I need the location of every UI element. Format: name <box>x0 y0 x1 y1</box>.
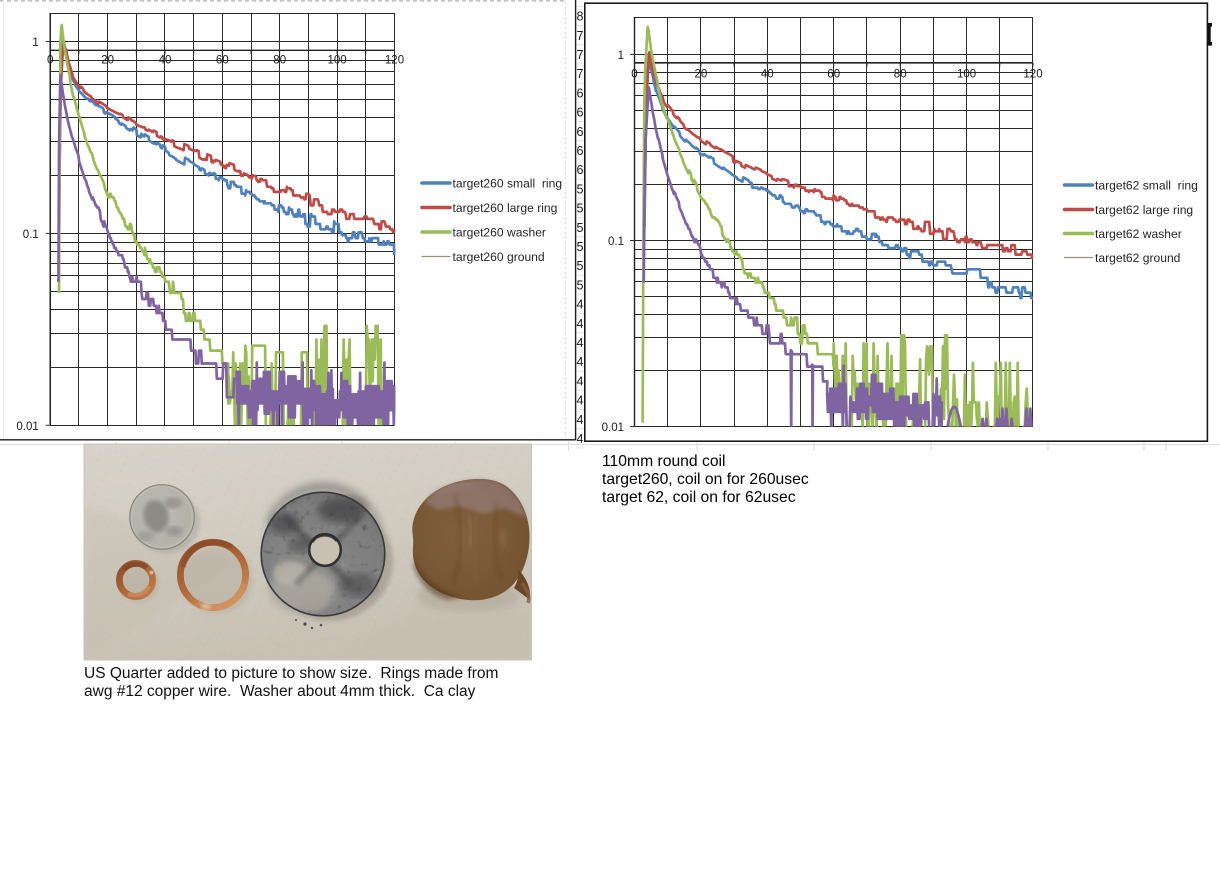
svg-text:target62 small ring: target62 small ring <box>1095 179 1198 193</box>
svg-text:7: 7 <box>577 29 584 43</box>
svg-text:target260 small ring: target260 small ring <box>453 177 563 191</box>
svg-text:5: 5 <box>577 278 584 292</box>
svg-text:4: 4 <box>577 336 584 350</box>
svg-text:0.1: 0.1 <box>23 229 39 241</box>
svg-text:120: 120 <box>1023 68 1042 80</box>
svg-text:0.01: 0.01 <box>16 421 38 433</box>
svg-text:8: 8 <box>577 10 584 24</box>
svg-text:60: 60 <box>216 55 229 67</box>
svg-text:5: 5 <box>577 202 584 216</box>
svg-text:target260 ground: target260 ground <box>453 250 545 264</box>
svg-text:6: 6 <box>577 144 584 158</box>
svg-text:US Quarter added to picture to: US Quarter added to picture to show size… <box>84 665 498 682</box>
svg-text:20: 20 <box>101 55 114 67</box>
svg-text:awg #12 copper wire. Washer a: awg #12 copper wire. Washer about 4mm th… <box>84 683 476 700</box>
svg-text:4: 4 <box>577 374 584 388</box>
svg-text:5: 5 <box>577 221 584 235</box>
svg-text:6: 6 <box>577 106 584 120</box>
svg-text:7: 7 <box>577 67 584 81</box>
svg-text:0: 0 <box>631 68 637 80</box>
svg-text:60: 60 <box>827 68 840 80</box>
svg-text:target260 washer: target260 washer <box>453 226 546 240</box>
svg-text:6: 6 <box>577 125 584 139</box>
svg-text:0.1: 0.1 <box>608 236 624 248</box>
svg-text:target260 large ring: target260 large ring <box>453 201 558 215</box>
svg-text:4: 4 <box>577 317 584 331</box>
svg-text:1: 1 <box>618 50 624 62</box>
svg-text:target62 large ring: target62 large ring <box>1095 203 1193 217</box>
svg-text:80: 80 <box>894 68 907 80</box>
svg-text:100: 100 <box>957 68 976 80</box>
svg-text:100: 100 <box>328 55 347 67</box>
svg-text:target260, coil on for 260usec: target260, coil on for 260usec <box>602 471 809 488</box>
svg-text:4: 4 <box>577 298 584 312</box>
svg-text:120: 120 <box>385 55 404 67</box>
svg-text:0: 0 <box>47 55 53 67</box>
svg-text:20: 20 <box>695 68 708 80</box>
svg-text:4: 4 <box>577 413 584 427</box>
svg-text:target 62, coil on for 62usec: target 62, coil on for 62usec <box>602 489 796 506</box>
svg-text:target62 washer: target62 washer <box>1095 227 1182 241</box>
svg-text:5: 5 <box>577 240 584 254</box>
svg-text:5: 5 <box>577 182 584 196</box>
svg-text:4: 4 <box>577 355 584 369</box>
svg-text:target62 ground: target62 ground <box>1095 251 1180 265</box>
svg-text:4: 4 <box>577 432 584 446</box>
svg-text:7: 7 <box>577 48 584 62</box>
svg-text:6: 6 <box>577 163 584 177</box>
svg-text:1: 1 <box>32 37 38 49</box>
svg-text:40: 40 <box>159 55 172 67</box>
svg-text:6: 6 <box>577 86 584 100</box>
svg-text:110mm round coil: 110mm round coil <box>602 453 726 470</box>
svg-text:4: 4 <box>577 394 584 408</box>
svg-text:0.01: 0.01 <box>602 422 624 434</box>
svg-text:40: 40 <box>761 68 774 80</box>
svg-text:80: 80 <box>273 55 286 67</box>
svg-text:5: 5 <box>577 259 584 273</box>
